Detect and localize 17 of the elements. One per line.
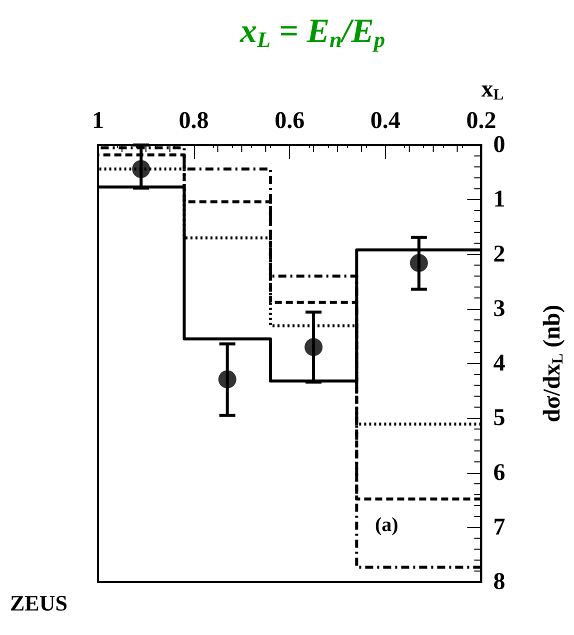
y-tick-label: 8 (493, 569, 506, 595)
y-tick-label: 7 (493, 514, 506, 540)
x-tick-label: 0.2 (466, 108, 496, 134)
y-tick-label: 5 (493, 405, 506, 432)
annotation: (a) (375, 514, 398, 536)
y-tick-label: 3 (493, 296, 506, 322)
y-tick-label: 6 (493, 460, 506, 486)
x-tick-label: 0.4 (370, 108, 400, 134)
y-tick-label: 0 (493, 132, 506, 158)
text: ZEUS (10, 590, 68, 616)
y-tick-label: 4 (493, 350, 506, 376)
y-tick-label: 1 (493, 186, 506, 213)
x-tick-label: 0.6 (274, 108, 305, 134)
x-tick-label: 0.8 (178, 108, 209, 134)
x-tick-label: 1 (92, 108, 104, 134)
y-axis-title: dσ/dxL (nb) (540, 304, 566, 422)
y-tick-label: 2 (493, 241, 506, 268)
